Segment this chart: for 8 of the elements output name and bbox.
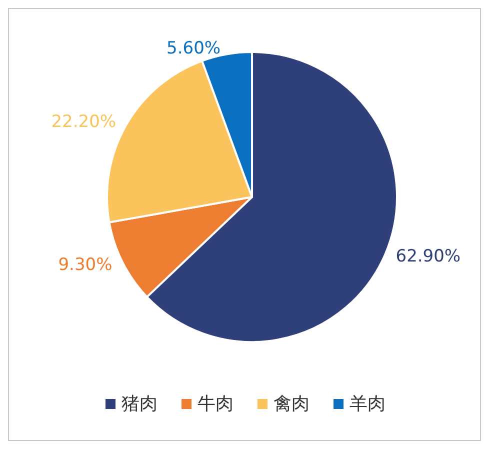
legend-label: 牛肉 [198, 394, 234, 414]
data-label: 5.60% [166, 38, 221, 58]
data-label: 22.20% [51, 112, 116, 132]
legend-label: 猪肉 [122, 394, 158, 414]
data-label: 9.30% [58, 255, 112, 276]
legend-label: 禽肉 [274, 394, 310, 414]
data-label: 62.90% [396, 246, 461, 267]
legend-label: 羊肉 [350, 394, 386, 414]
